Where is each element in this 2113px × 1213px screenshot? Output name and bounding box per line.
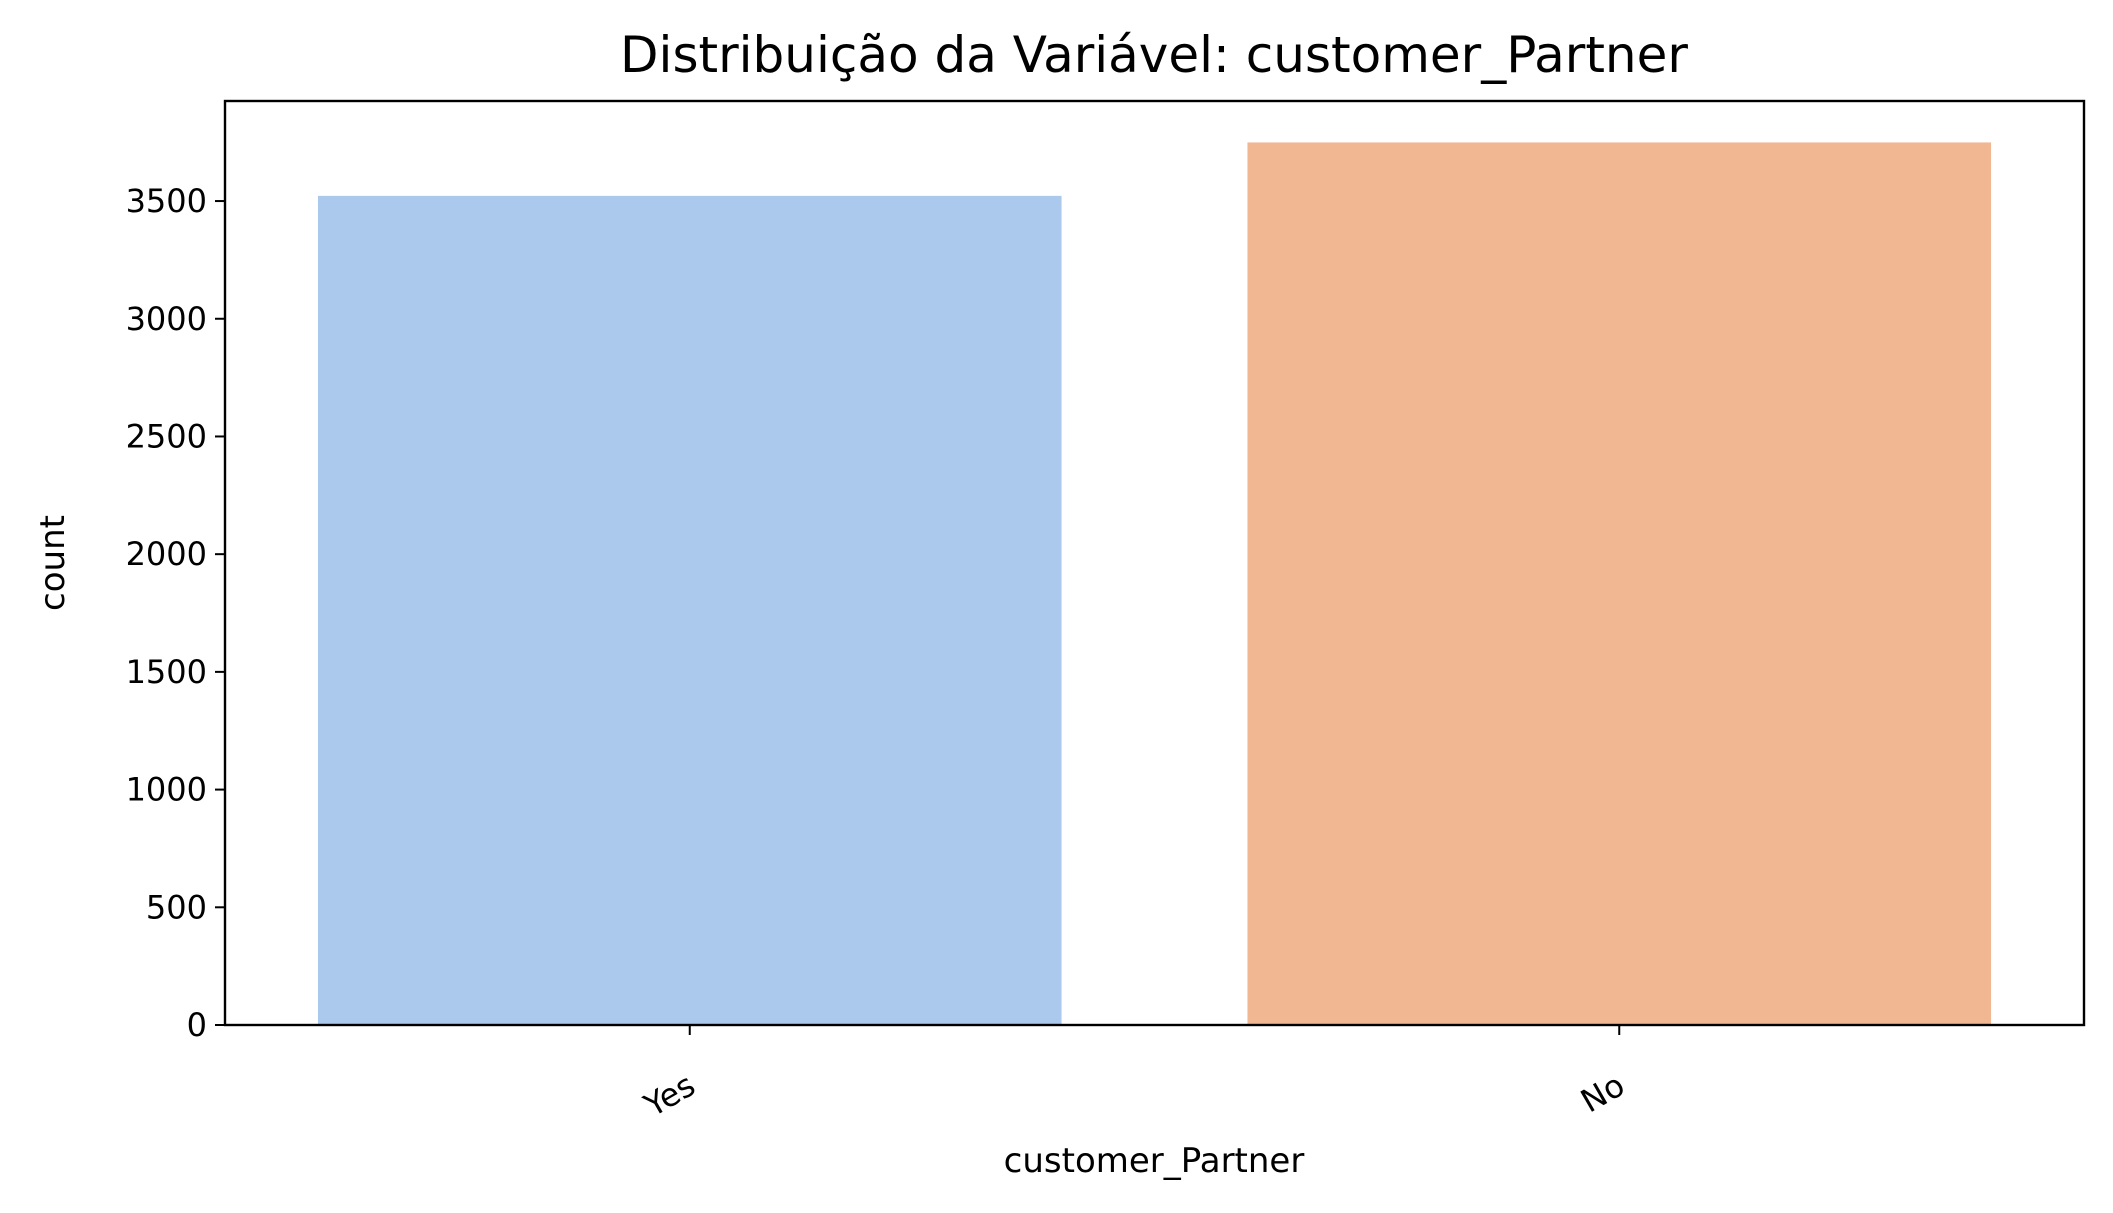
y-axis-label: count: [33, 515, 73, 611]
bars: [317, 142, 1992, 1026]
y-tick-label: 0: [187, 1006, 207, 1044]
x-axis-label: customer_Partner: [1004, 1141, 1305, 1181]
bar-yes: [317, 195, 1062, 1026]
y-axis-ticks: 0 500 1000 1500 2000 2500 3000 3500: [126, 182, 225, 1044]
chart-title: Distribuição da Variável: customer_Partn…: [620, 26, 1688, 84]
bar-no: [1247, 142, 1992, 1025]
y-tick-label: 2500: [126, 417, 207, 455]
y-tick-label: 1500: [126, 653, 207, 691]
y-tick-label: 1000: [126, 771, 207, 809]
y-tick-label: 2000: [126, 535, 207, 573]
y-tick-label: 3500: [126, 182, 207, 220]
y-tick-label: 500: [146, 888, 207, 926]
y-tick-label: 3000: [126, 300, 207, 338]
plot-frame: [223, 99, 2086, 1027]
